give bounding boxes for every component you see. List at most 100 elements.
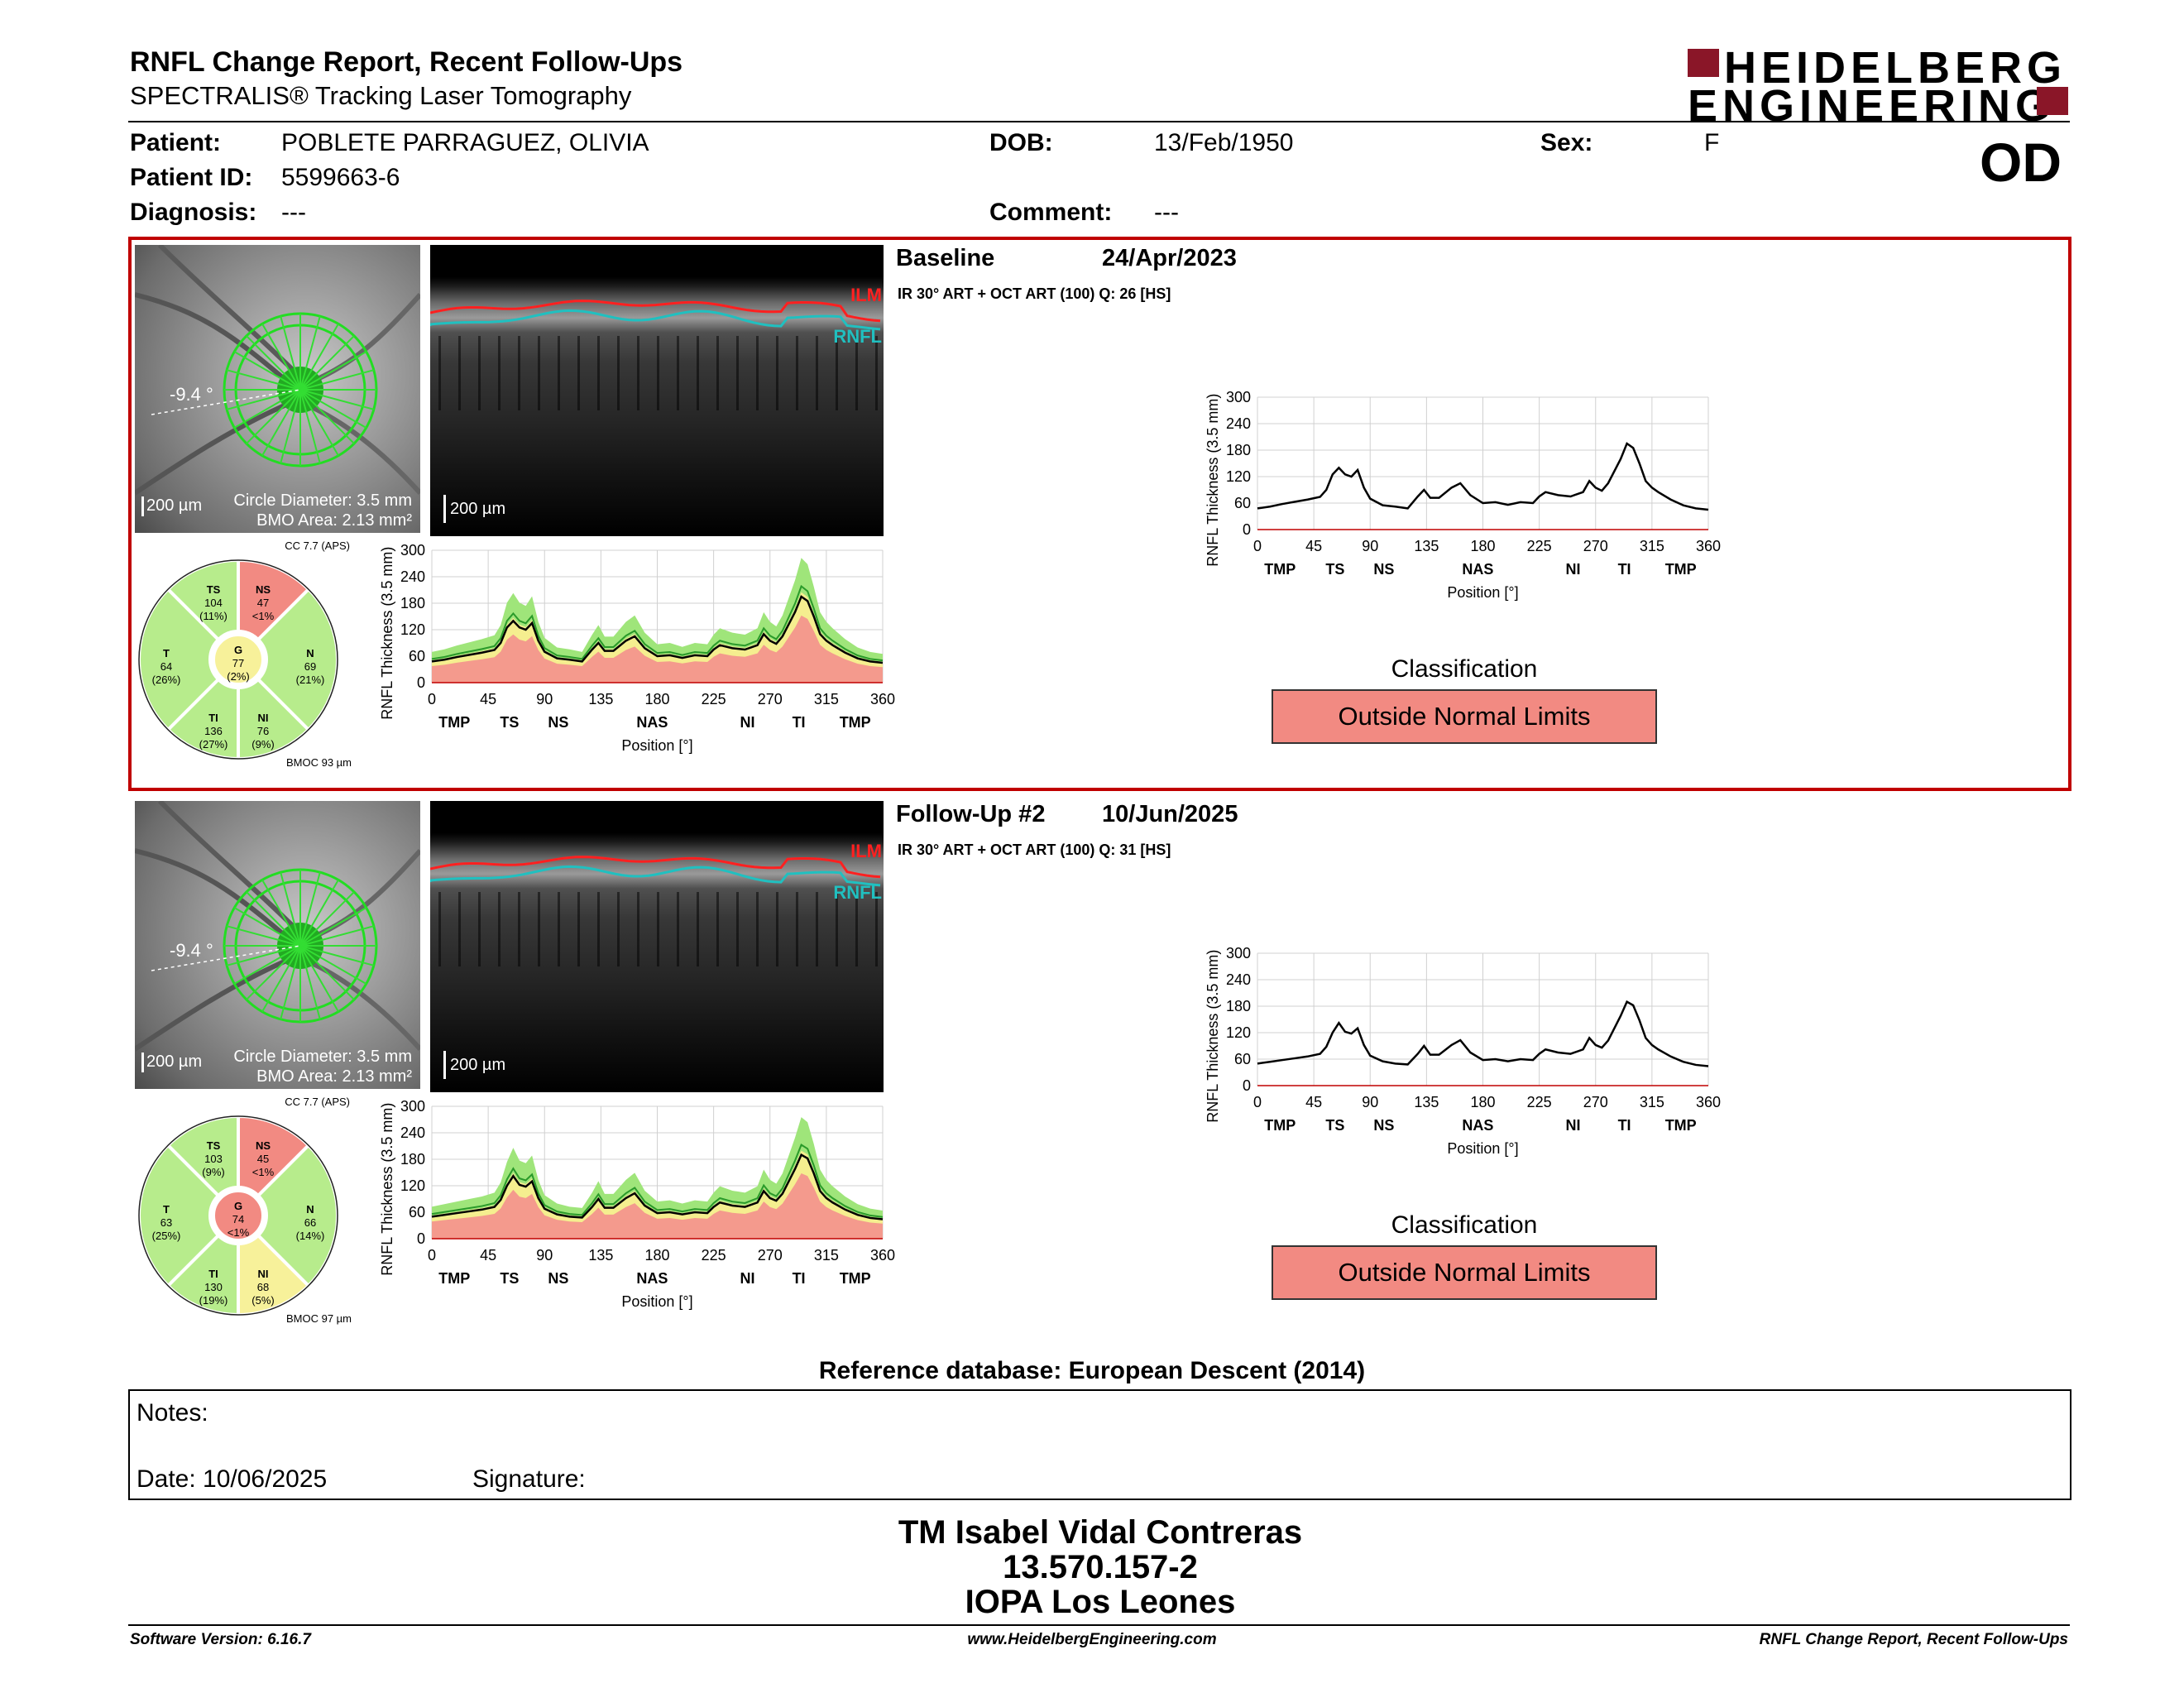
rnfl-line [430, 865, 881, 887]
sector-ns-label: NS [255, 1139, 271, 1152]
sector-ts-value: 103 [204, 1153, 223, 1165]
comment-value: --- [1154, 199, 1179, 226]
x-tick-label: 180 [1470, 1094, 1495, 1110]
thickness-small-chart: 0 60 120 180 240 300 0 45 90 135 180 225 270 315 360 TM… [379, 1098, 895, 1310]
exam-details: IR 30° ART + OCT ART (100) Q: 31 [HS] [898, 842, 1171, 858]
logo-heidelberg: HEIDELBERG [1724, 43, 2067, 93]
classification-box: Outside Normal Limits [1272, 1245, 1657, 1300]
sector-t [137, 1143, 221, 1288]
sector-ti-value: 130 [204, 1281, 223, 1293]
sector-ts-label: TS [206, 1139, 221, 1152]
software-version: Software Version: 6.16.7 [130, 1631, 311, 1648]
oct-shadow [478, 892, 481, 966]
oct-shadow [577, 892, 580, 966]
sector-axis-label: TMP [1264, 1117, 1296, 1134]
oct-shadow [855, 892, 858, 966]
scan-radial-line [261, 945, 301, 1013]
logo-square-bottom [2037, 87, 2068, 115]
vessel [299, 848, 420, 944]
x-tick-label: 0 [428, 1247, 436, 1264]
oct-shadow [816, 892, 818, 966]
fundus-overlay [135, 801, 420, 1052]
x-axis-label: Position [°] [1447, 1140, 1518, 1157]
sector-axis-label: NAS [1462, 1117, 1493, 1134]
angle-line [151, 945, 301, 971]
y-tick-label: 300 [400, 1098, 425, 1115]
sector-n-label: N [306, 1203, 314, 1216]
signature-label: Signature: [472, 1465, 586, 1493]
scan-radial-line [299, 945, 367, 985]
sector-axis-label: NS [1373, 1117, 1394, 1134]
thickness-profile-line [431, 1153, 884, 1220]
scan-radial-line [299, 945, 375, 966]
scan-radial-line [299, 871, 321, 947]
scan-radial-line [299, 945, 355, 1000]
x-tick-label: 90 [536, 1247, 553, 1264]
oct-shadow [716, 892, 719, 966]
sector-t-value: 63 [160, 1216, 173, 1229]
sector-ns [237, 1114, 311, 1198]
diagnosis-value: --- [281, 199, 306, 226]
x-tick-label: 360 [870, 1247, 895, 1264]
sector-axis-label: TMP [438, 1270, 470, 1287]
y-tick-label: 120 [400, 1177, 425, 1194]
oct-scale-label: 200 µm [450, 1056, 506, 1074]
oct-shadow [538, 892, 540, 966]
scan-radial-line [246, 945, 301, 1000]
scan-radial-line [299, 907, 367, 947]
eye-indicator: OD [1980, 132, 2062, 193]
scan-radial-line [246, 891, 301, 947]
sector-ti [165, 1233, 240, 1317]
sector-n [256, 1143, 339, 1288]
sector-ns-pct: <1% [251, 1166, 275, 1178]
scan-radial-line [299, 945, 339, 1013]
fundus-scale-label: 200 µm [146, 1053, 203, 1071]
scan-radial-line [280, 945, 301, 1020]
oct-shadow [697, 892, 699, 966]
x-tick-label: 270 [1583, 1094, 1608, 1110]
sector-t-label: T [163, 1203, 170, 1216]
x-tick-label: 45 [1305, 1094, 1322, 1110]
notes-box[interactable]: Notes: Date: 10/06/2025 Signature: [128, 1389, 2071, 1500]
date-label: Date: 10/06/2025 [136, 1465, 328, 1493]
oct-shadow [756, 892, 759, 966]
angle-label: -9.4 ° [170, 940, 213, 961]
optic-disc-center [277, 923, 323, 969]
oct-shadow [637, 892, 639, 966]
reference-database: Reference database: European Descent (20… [818, 1357, 1366, 1384]
scan-radial-line [226, 925, 301, 947]
oct-scale-bar [443, 1051, 446, 1079]
sector-axis-label: NAS [636, 1270, 668, 1287]
ilm-line [430, 856, 881, 879]
oct-shadow [875, 892, 878, 966]
x-tick-label: 180 [644, 1247, 669, 1264]
y-tick-label: 240 [1226, 971, 1251, 988]
vessel [299, 956, 420, 1052]
y-tick-label: 0 [417, 1230, 425, 1247]
oct-shadow [617, 892, 620, 966]
vessel [135, 848, 294, 944]
sector-outline [138, 1115, 338, 1316]
scan-circle-outer [223, 868, 378, 1024]
oct-shadow [796, 892, 798, 966]
y-tick-label: 300 [1226, 945, 1251, 961]
footer-divider [128, 1624, 2070, 1626]
comment-label: Comment: [989, 199, 1113, 226]
sector-g-value: 74 [232, 1213, 245, 1225]
oct-shadow [518, 892, 520, 966]
x-tick-label: 135 [588, 1247, 613, 1264]
website-link[interactable]: www.HeidelbergEngineering.com [967, 1631, 1217, 1648]
x-tick-label: 135 [1414, 1094, 1439, 1110]
bmoc-label: BMOC 97 µm [285, 1312, 352, 1325]
exam-title: Follow-Up #2 [896, 801, 1046, 827]
sector-axis-label: TS [500, 1270, 519, 1287]
footer-report-name: RNFL Change Report, Recent Follow-Ups [1759, 1631, 2068, 1648]
x-tick-label: 0 [1253, 1094, 1262, 1110]
fundus-image: -9.4 ° 200 µm Circle Diameter: 3.5 mm BMO A… [135, 801, 420, 1089]
sector-ni-value: 68 [256, 1281, 270, 1293]
scan-radial-line [299, 891, 355, 947]
x-tick-label: 225 [702, 1247, 726, 1264]
rnfl-label: RNFL [833, 882, 882, 903]
sector-axis-label: TI [1618, 1117, 1631, 1134]
thickness-profile-line [1257, 1000, 1709, 1067]
